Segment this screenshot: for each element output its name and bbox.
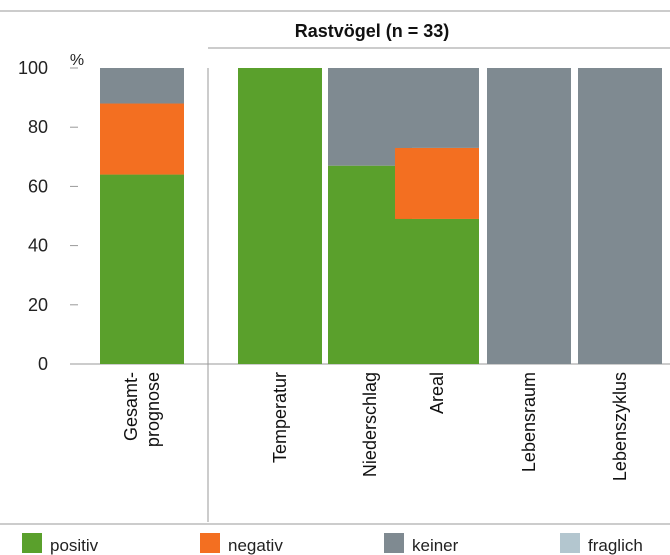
bar-segment-keiner (100, 68, 184, 104)
bar-segment-keiner (578, 68, 662, 364)
legend-swatch-negativ (200, 533, 220, 553)
category-labels: Gesamt-prognose Temperatur Niederschlag Are… (121, 372, 630, 481)
y-tick-label: 20 (28, 295, 48, 315)
legend-label-fraglich: fraglich (588, 536, 643, 555)
bar-segment-negativ (100, 103, 184, 175)
category-label: prognose (143, 372, 163, 447)
category-label: Temperatur (270, 372, 290, 463)
legend: positiv negativ keiner fraglich (22, 533, 643, 555)
y-tick-label: 0 (38, 354, 48, 374)
chart-title: Rastvögel (n = 33) (295, 21, 450, 41)
bar-segment-keiner (487, 68, 571, 364)
category-label: Niederschlag (360, 372, 380, 477)
legend-swatch-keiner (384, 533, 404, 553)
bar-segment-positiv (238, 68, 322, 364)
y-axis: 0 20 40 60 80 100 (18, 58, 78, 374)
bars (100, 68, 662, 364)
y-tick-label: 60 (28, 176, 48, 196)
legend-label-positiv: positiv (50, 536, 99, 555)
legend-label-negativ: negativ (228, 536, 283, 555)
category-label: Lebensraum (519, 372, 539, 472)
category-label: Areal (427, 372, 447, 414)
category-label: Lebenszyklus (610, 372, 630, 481)
bar-segment-keiner (395, 68, 479, 148)
legend-label-keiner: keiner (412, 536, 459, 555)
y-tick-label: 100 (18, 58, 48, 78)
legend-swatch-positiv (22, 533, 42, 553)
category-label: Gesamt- (121, 372, 141, 441)
bar-segment-negativ (395, 147, 479, 219)
y-tick-label: 40 (28, 236, 48, 256)
legend-swatch-fraglich (560, 533, 580, 553)
bar-segment-positiv (395, 218, 479, 364)
bar-segment-positiv (100, 174, 184, 364)
y-axis-unit: % (70, 52, 84, 69)
y-tick-label: 80 (28, 117, 48, 137)
